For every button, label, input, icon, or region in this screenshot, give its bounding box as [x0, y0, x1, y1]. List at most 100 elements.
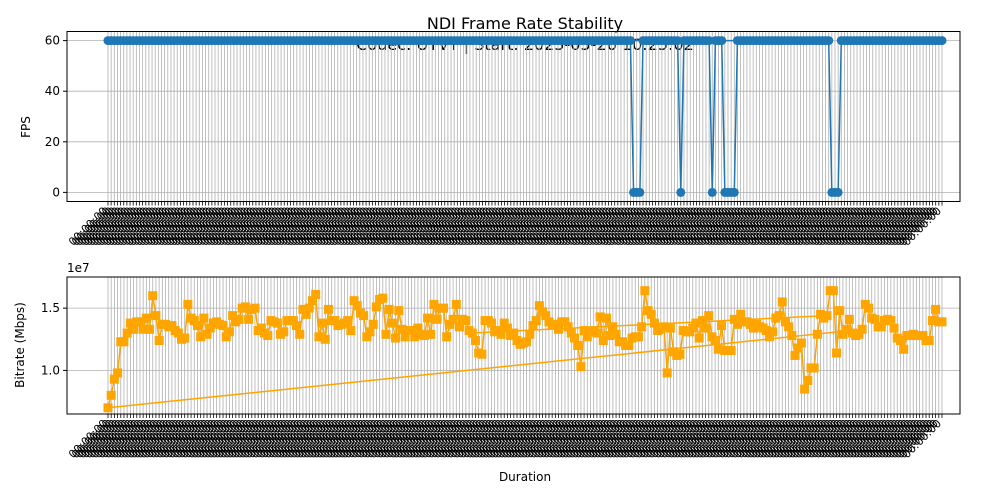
- data-point: [824, 36, 834, 46]
- data-point: [454, 322, 464, 332]
- data-point: [423, 313, 433, 323]
- data-point: [777, 297, 787, 307]
- data-point: [298, 304, 308, 314]
- data-point: [809, 363, 819, 373]
- data-point: [445, 319, 455, 329]
- data-point: [397, 324, 407, 334]
- data-point: [304, 303, 314, 313]
- data-point: [103, 403, 113, 413]
- data-point: [419, 331, 429, 341]
- bitrate-ylabel: Bitrate (Mbps): [13, 302, 27, 388]
- data-point: [528, 321, 538, 331]
- data-point: [221, 332, 231, 342]
- data-point: [675, 349, 685, 359]
- data-point: [228, 311, 238, 321]
- data-point: [432, 314, 442, 324]
- data-point: [429, 299, 439, 309]
- data-point: [352, 301, 362, 311]
- data-point: [691, 318, 701, 328]
- data-point: [768, 327, 778, 337]
- data-point: [554, 324, 564, 334]
- data-point: [410, 332, 420, 342]
- data-point: [595, 312, 605, 322]
- data-point: [729, 314, 739, 324]
- data-point: [371, 302, 381, 312]
- data-point: [250, 303, 260, 313]
- data-point: [113, 368, 123, 378]
- data-point: [800, 384, 810, 394]
- data-point: [633, 332, 643, 342]
- data-point: [927, 316, 937, 326]
- data-point: [918, 331, 928, 341]
- data-point: [183, 299, 193, 309]
- data-point: [295, 329, 305, 339]
- data-point: [844, 314, 854, 324]
- data-point: [838, 329, 848, 339]
- data-point: [138, 324, 148, 334]
- data-point: [694, 333, 704, 343]
- data-point: [189, 316, 199, 326]
- data-point: [707, 187, 717, 197]
- data-point: [311, 289, 321, 299]
- data-point: [192, 321, 202, 331]
- data-point: [509, 328, 519, 338]
- data-point: [870, 314, 880, 324]
- data-point: [391, 333, 401, 343]
- data-point: [362, 332, 372, 342]
- data-point: [534, 301, 544, 311]
- data-point: [876, 322, 886, 332]
- data-point: [592, 328, 602, 338]
- data-point: [803, 375, 813, 385]
- data-point: [611, 329, 621, 339]
- data-point: [359, 311, 369, 321]
- data-point: [833, 187, 843, 197]
- data-point: [828, 286, 838, 296]
- y-tick-label: 0: [52, 185, 60, 199]
- data-point: [343, 316, 353, 326]
- data-point: [605, 331, 615, 341]
- y-tick-label: 1.0: [41, 363, 60, 377]
- data-point: [688, 323, 698, 333]
- series-wrap-line: [107, 328, 863, 409]
- data-point: [387, 318, 397, 328]
- data-point: [125, 318, 135, 328]
- data-point: [218, 321, 228, 331]
- data-point: [499, 318, 509, 328]
- data-point: [461, 316, 471, 326]
- data-point: [793, 343, 803, 353]
- data-point: [570, 333, 580, 343]
- data-point: [937, 317, 947, 327]
- data-point: [729, 187, 739, 197]
- data-point: [470, 336, 480, 346]
- data-point: [899, 344, 909, 354]
- data-point: [173, 328, 183, 338]
- data-point: [244, 314, 254, 324]
- data-point: [180, 333, 190, 343]
- data-point: [202, 329, 212, 339]
- data-point: [566, 328, 576, 338]
- data-point: [400, 332, 410, 342]
- data-point: [349, 296, 359, 306]
- data-point: [365, 327, 375, 337]
- data-point: [292, 321, 302, 331]
- data-point: [522, 337, 532, 347]
- data-point: [835, 306, 845, 316]
- data-point: [525, 329, 535, 339]
- data-point: [263, 331, 273, 341]
- data-point: [764, 332, 774, 342]
- data-point: [895, 336, 905, 346]
- fps-panel: 020406000:00:0000:00:0000:00:0000:00:000…: [45, 31, 961, 249]
- data-point: [701, 323, 711, 333]
- data-point: [448, 314, 458, 324]
- bitrate-offset-label: 1e7: [67, 261, 90, 275]
- data-point: [167, 321, 177, 331]
- data-point: [541, 311, 551, 321]
- data-point: [199, 313, 209, 323]
- data-point: [330, 316, 340, 326]
- data-point: [560, 317, 570, 327]
- data-point: [314, 332, 324, 342]
- data-point: [240, 302, 250, 312]
- data-point: [279, 327, 289, 337]
- data-point: [704, 36, 714, 46]
- data-point: [502, 323, 512, 333]
